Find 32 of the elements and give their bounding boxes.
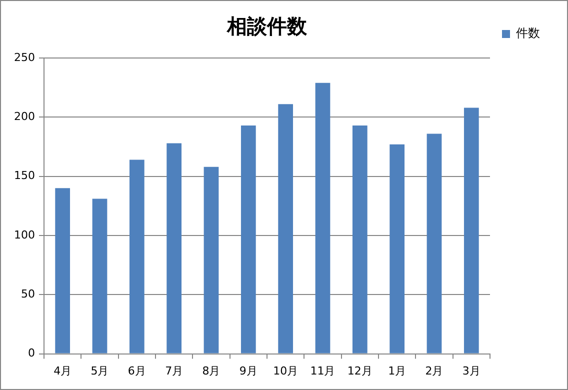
y-tick-label: 50 <box>20 288 35 300</box>
x-tick-label: 1月 <box>388 364 406 378</box>
bar <box>204 166 219 354</box>
x-tick-label: 5月 <box>90 364 109 378</box>
bar <box>426 134 442 354</box>
bar <box>129 160 144 354</box>
y-tick-label: 150 <box>14 169 35 182</box>
y-tick-label: 100 <box>14 228 35 242</box>
x-tick-label: 10月 <box>273 364 298 378</box>
x-tick-label: 3月 <box>462 364 480 378</box>
bar <box>166 143 182 354</box>
bar <box>464 108 479 354</box>
x-tick-label: 7月 <box>165 364 184 378</box>
bar <box>92 198 108 354</box>
x-tick-label: 8月 <box>202 364 220 378</box>
chart-title: 相談件数 <box>226 14 308 38</box>
x-tick-label: 2月 <box>425 364 444 378</box>
bar <box>240 125 256 354</box>
x-tick-label: 12月 <box>347 364 372 378</box>
x-tick-label: 11月 <box>310 364 336 378</box>
x-tick-label: 6月 <box>128 364 146 378</box>
y-tick-label: 250 <box>14 50 35 64</box>
bar <box>278 104 294 354</box>
bar <box>390 144 405 354</box>
bar <box>352 125 368 354</box>
x-tick-label: 9月 <box>239 364 258 378</box>
y-tick-label: 0 <box>28 346 35 360</box>
bar <box>315 82 330 354</box>
bar <box>55 188 70 354</box>
x-tick-label: 4月 <box>54 364 72 378</box>
legend-label: 件数 <box>516 26 540 40</box>
y-tick-label: 200 <box>14 110 35 124</box>
